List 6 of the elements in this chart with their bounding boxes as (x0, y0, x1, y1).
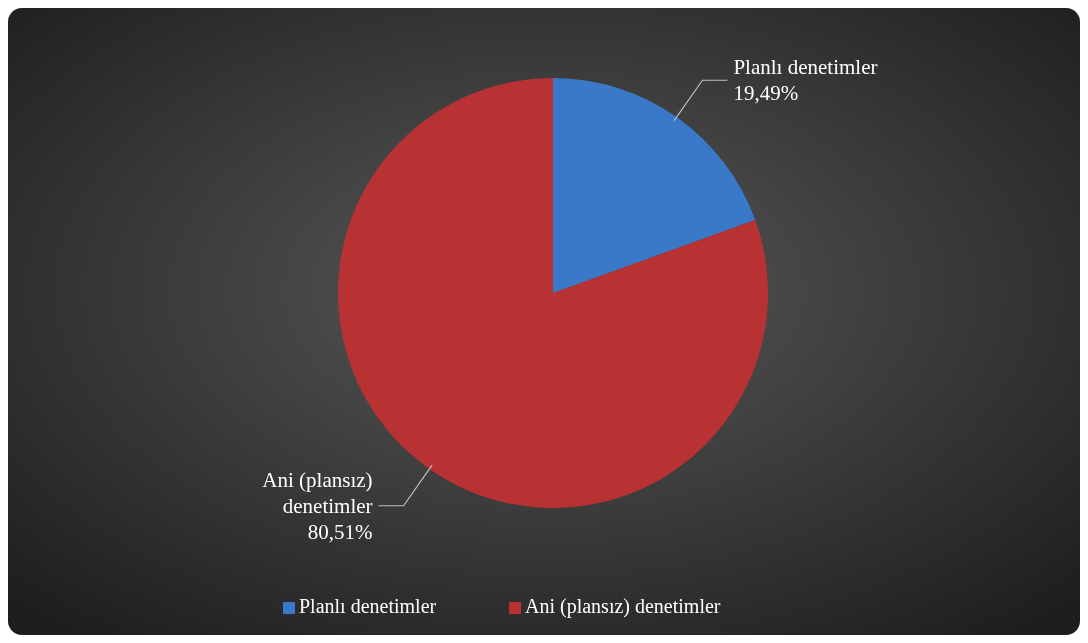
legend-label: Planlı denetimler (299, 595, 437, 617)
data-label: 19,49% (733, 81, 799, 106)
data-label: 80,51% (307, 519, 373, 544)
legend-label: Ani (plansız) denetimler (525, 595, 721, 618)
slice-label: Planlı denetimler (733, 55, 878, 80)
slice-label: Ani (plansız) denetimler (262, 467, 373, 518)
